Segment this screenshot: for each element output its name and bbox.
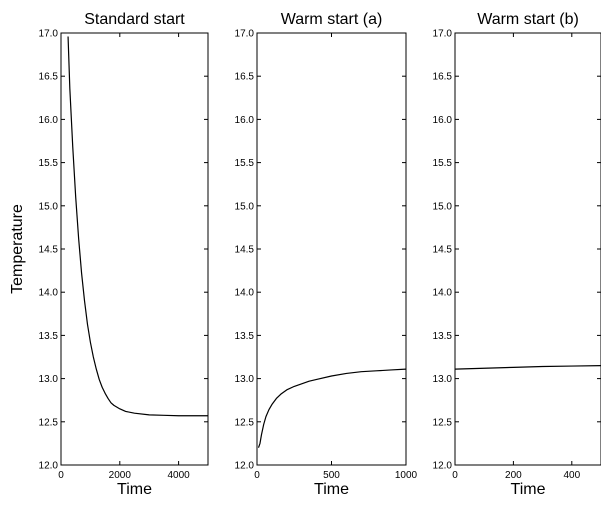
y-tick-label: 16.0 <box>235 115 255 126</box>
x-tick-label: 0 <box>452 470 458 481</box>
y-tick-label: 12.0 <box>433 461 453 472</box>
panel-2: Warm start (a) 12.0 12.5 13.0 13.5 14.0 14.5 15… <box>235 11 418 498</box>
x-tick-label: 200 <box>505 470 522 481</box>
panel-title: Warm start (b) <box>477 11 579 28</box>
y-axis-label: Temperature <box>9 204 26 294</box>
panel-3: Warm start (b) 12.0 12.5 13.0 13.5 14.0 14.5 15… <box>433 11 601 498</box>
y-tick-label: 14.0 <box>39 288 59 299</box>
y-tick-label: 16.5 <box>39 72 59 83</box>
panel-title: Warm start (a) <box>281 11 383 28</box>
y-tick-label: 17.0 <box>235 29 255 40</box>
y-tick-label: 14.5 <box>235 245 255 256</box>
x-tick-label: 500 <box>323 470 340 481</box>
y-tick-label: 12.0 <box>235 461 255 472</box>
y-tick-label: 15.5 <box>433 158 453 169</box>
panel-frame <box>454 32 601 466</box>
y-tick-label: 13.0 <box>39 374 59 385</box>
y-tick-label: 17.0 <box>39 29 59 40</box>
y-tick-label: 15.5 <box>39 158 59 169</box>
y-tick-label: 16.5 <box>235 72 255 83</box>
panel-title: Standard start <box>84 11 185 28</box>
y-tick-label: 15.0 <box>433 201 453 212</box>
y-tick-label: 14.0 <box>235 288 255 299</box>
y-tick-label: 16.5 <box>433 72 453 83</box>
panel-frame <box>60 32 209 466</box>
y-tick-label: 12.5 <box>433 417 453 428</box>
series-line-1 <box>455 365 601 370</box>
y-tick-label: 13.0 <box>235 374 255 385</box>
y-tick-label: 16.0 <box>433 115 453 126</box>
y-tick-label: 13.5 <box>433 331 453 342</box>
x-tick-label: 2000 <box>109 470 132 481</box>
x-tick-label: 400 <box>563 470 580 481</box>
y-tick-label: 13.5 <box>39 331 59 342</box>
y-tick-label: 12.5 <box>39 417 59 428</box>
y-tick-label: 15.0 <box>39 201 59 212</box>
x-tick-label: 0 <box>58 470 64 481</box>
y-tick-label: 13.0 <box>433 374 453 385</box>
series-line-1 <box>257 368 406 448</box>
y-tick-label: 12.0 <box>39 461 59 472</box>
y-tick-label: 15.5 <box>235 158 255 169</box>
y-tick-label: 17.0 <box>433 29 453 40</box>
y-tick-label: 13.5 <box>235 331 255 342</box>
x-axis-label: Time <box>314 481 349 498</box>
x-tick-label: 0 <box>254 470 260 481</box>
x-axis-label: Time <box>511 481 546 498</box>
x-tick-label: 4000 <box>167 470 190 481</box>
y-tick-label: 14.5 <box>433 245 453 256</box>
series-line-1 <box>67 36 208 417</box>
y-tick-label: 14.5 <box>39 245 59 256</box>
y-tick-label: 15.0 <box>235 201 255 212</box>
panel-1: Standard start 12.0 12.5 13.0 13.5 14.0 14.5 15… <box>39 11 209 498</box>
y-tick-label: 16.0 <box>39 115 59 126</box>
x-axis-label: Time <box>117 481 152 498</box>
y-tick-label: 12.5 <box>235 417 255 428</box>
y-tick-label: 14.0 <box>433 288 453 299</box>
x-tick-label: 1000 <box>395 470 418 481</box>
panel-frame <box>256 32 407 466</box>
